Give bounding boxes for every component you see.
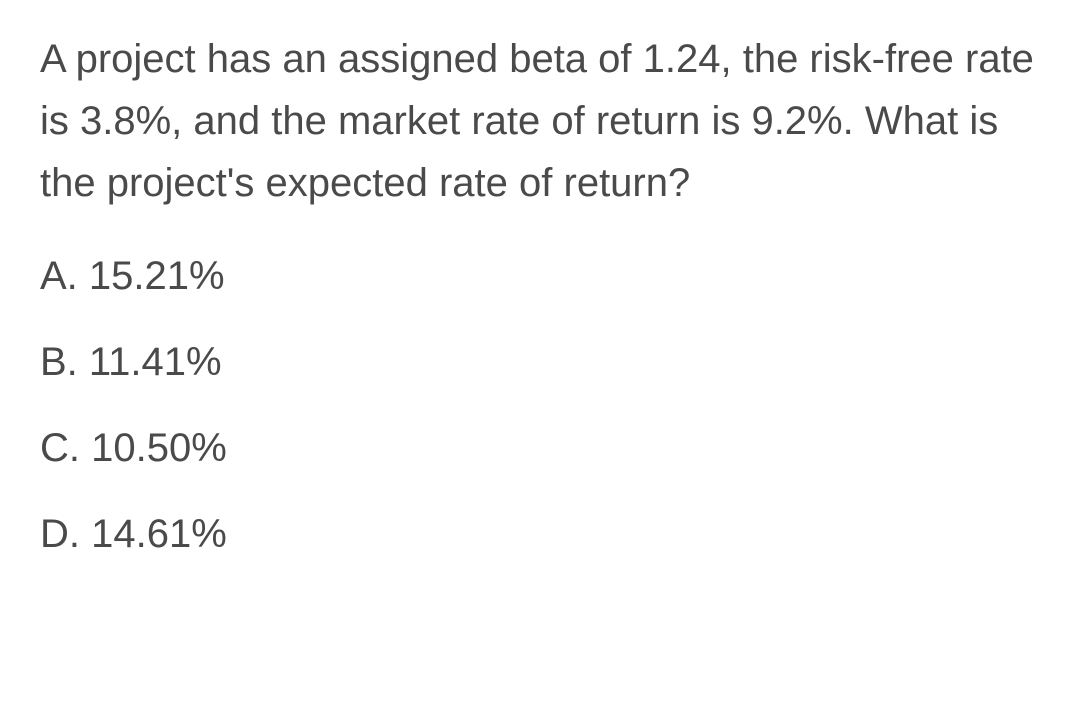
options-container: A. 15.21% B. 11.41% C. 10.50% D. 14.61% — [40, 252, 1040, 558]
question-text: A project has an assigned beta of 1.24, … — [40, 28, 1040, 214]
option-b[interactable]: B. 11.41% — [40, 338, 1040, 386]
option-a[interactable]: A. 15.21% — [40, 252, 1040, 300]
option-d[interactable]: D. 14.61% — [40, 510, 1040, 558]
option-c[interactable]: C. 10.50% — [40, 424, 1040, 472]
